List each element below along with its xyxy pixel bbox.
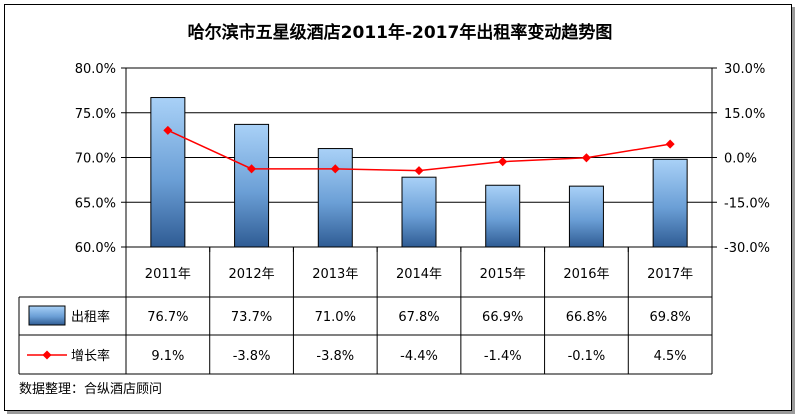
category-label: 2012年 xyxy=(229,267,275,282)
growth-point xyxy=(330,164,340,174)
bar-data-label: 73.7% xyxy=(231,310,272,325)
left-axis-tick-label: 75.0% xyxy=(75,107,116,122)
line-data-label: 4.5% xyxy=(654,349,687,364)
bar xyxy=(150,97,186,248)
legend-bar-label: 出租率 xyxy=(71,309,110,325)
category-label: 2011年 xyxy=(145,267,191,282)
bar xyxy=(317,148,353,248)
bar xyxy=(568,185,604,248)
growth-point xyxy=(414,166,424,176)
bar xyxy=(485,184,521,248)
left-axis-tick-label: 70.0% xyxy=(75,152,116,167)
legend-bar-swatch xyxy=(28,305,66,326)
growth-point xyxy=(581,153,591,163)
line-data-label: -0.1% xyxy=(568,349,606,364)
line-data-label: -3.8% xyxy=(316,349,354,364)
left-axis-tick-label: 65.0% xyxy=(75,196,116,211)
left-axis-tick-label: 60.0% xyxy=(75,241,116,256)
bar-data-label: 69.8% xyxy=(649,310,690,325)
line-data-label: -3.8% xyxy=(233,349,271,364)
combo-chart: 哈尔滨市五星级酒店2011年-2017年出租率变动趋势图 80.0% 75.0% 7… xyxy=(18,22,770,397)
growth-point xyxy=(247,164,257,174)
line-data-label: 9.1% xyxy=(151,349,184,364)
chart-frame: 哈尔滨市五星级酒店2011年-2017年出租率变动趋势图 80.0% 75.0% 7… xyxy=(4,4,792,411)
bar xyxy=(234,123,270,248)
category-label: 2016年 xyxy=(563,267,609,282)
category-label: 2017年 xyxy=(647,267,693,282)
bar-data-label: 66.9% xyxy=(482,310,523,325)
category-label: 2015年 xyxy=(480,267,526,282)
legend-line-label: 增长率 xyxy=(71,348,110,364)
left-axis-tick-label: 80.0% xyxy=(75,62,116,77)
category-label: 2014年 xyxy=(396,267,442,282)
right-axis-tick-label: -15.0% xyxy=(724,196,770,211)
right-axis-tick-label: 30.0% xyxy=(724,62,765,77)
bar xyxy=(401,176,437,248)
right-axis-tick-label: 0.0% xyxy=(724,152,757,167)
growth-point xyxy=(498,157,508,167)
bar-data-label: 67.8% xyxy=(398,310,439,325)
bar xyxy=(652,158,688,248)
growth-point xyxy=(665,139,675,149)
legend-line-marker xyxy=(42,350,52,360)
chart-title: 哈尔滨市五星级酒店2011年-2017年出租率变动趋势图 xyxy=(188,22,613,43)
bar-data-label: 66.8% xyxy=(566,310,607,325)
source-note: 数据整理：合纵酒店顾问 xyxy=(19,382,162,397)
right-axis-tick-label: -30.0% xyxy=(724,241,770,256)
right-axis-tick-label: 15.0% xyxy=(724,107,765,122)
line-data-label: -1.4% xyxy=(484,349,522,364)
category-label: 2013年 xyxy=(312,267,358,282)
bar-data-label: 76.7% xyxy=(147,310,188,325)
growth-point xyxy=(163,125,173,135)
bar-data-label: 71.0% xyxy=(315,310,356,325)
line-data-label: -4.4% xyxy=(400,349,438,364)
